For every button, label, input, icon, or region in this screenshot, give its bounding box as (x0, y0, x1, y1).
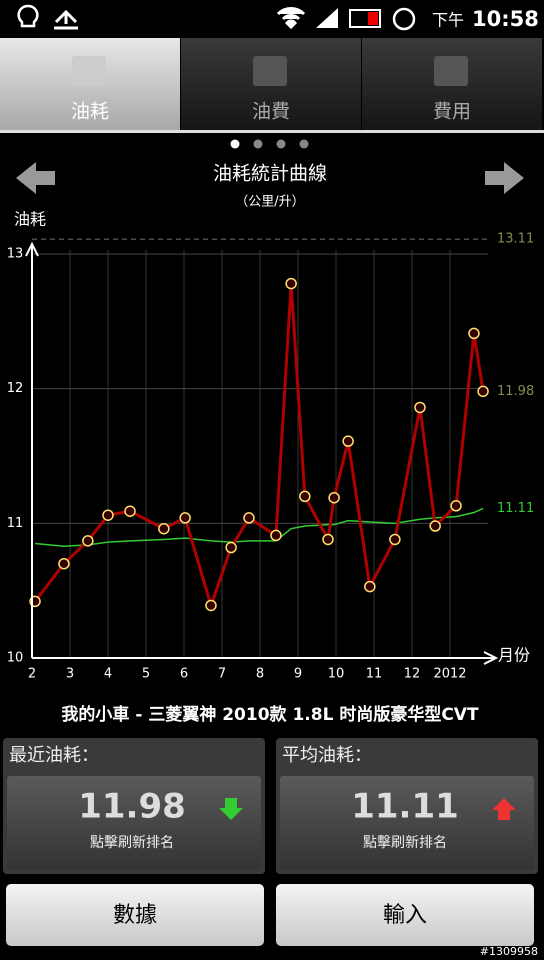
icon-bulb (17, 4, 39, 28)
x-axis-label: 月份 (498, 646, 530, 665)
chart-title: 油耗統計曲線 (213, 163, 327, 185)
icon-battery (349, 9, 381, 28)
dot (253, 139, 263, 149)
prev-arrow[interactable] (16, 162, 55, 194)
tab-label: 油耗 (71, 101, 109, 123)
card-value: 11.98 (78, 787, 186, 827)
cards: 最近油耗： 11.98 點擊刷新排名 平均油耗： 11.11 點擊刷新排名 (3, 738, 538, 874)
x-tick-label: 12 (404, 667, 421, 682)
y-tick-label: 13 (7, 246, 24, 261)
x-tick-label: 11 (366, 667, 383, 682)
card-title: 最近油耗： (9, 745, 99, 766)
y-tick-label: 10 (7, 651, 24, 666)
card-inner (280, 776, 534, 870)
trend-icon (492, 798, 516, 820)
axes (25, 241, 499, 665)
y-axis-label: 油耗 (14, 210, 46, 229)
reference-label: 13.11 (497, 232, 534, 247)
point (270, 529, 282, 542)
x-tick-label: 3 (66, 667, 74, 682)
x-tick-label: 9 (294, 667, 302, 682)
point (468, 327, 480, 340)
status-bg (0, 0, 544, 38)
consumption-line (33, 283, 485, 611)
dot (299, 139, 309, 149)
tab-icon (253, 56, 287, 86)
point (179, 512, 191, 524)
reference-label: 11.98 (497, 384, 534, 399)
button-label: 數據 (113, 903, 157, 928)
x-tick-label: 10 (328, 667, 345, 682)
button-label: 輸入 (383, 903, 427, 928)
point (477, 385, 489, 398)
x-tick-label: 4 (104, 667, 112, 682)
chart-subtitle: （公里/升） (235, 195, 304, 210)
tab-icon (72, 56, 106, 86)
point (243, 512, 255, 524)
point (225, 541, 237, 554)
tab-label: 費用 (433, 101, 471, 123)
card-caption: 點擊刷新排名 (90, 834, 174, 851)
dot (230, 139, 240, 149)
vehicle-name: 我的小車 - 三菱翼神 2010款 1.8L 时尚版豪华型CVT (61, 704, 479, 725)
page-dots (230, 139, 309, 149)
y-tick-label: 12 (7, 381, 24, 396)
button[interactable] (6, 884, 264, 946)
next-arrow[interactable] (485, 162, 524, 194)
x-tick-label: 2012 (433, 667, 466, 682)
point (342, 435, 354, 447)
point (364, 580, 376, 593)
icon-alarm (392, 7, 416, 31)
trend-icon (219, 798, 243, 820)
card-inner (7, 776, 261, 870)
tab-bar: 油耗 油費 費用 (0, 38, 542, 130)
point (158, 522, 170, 535)
icon-upload (54, 9, 78, 30)
icon-wifi (276, 7, 306, 30)
reference-label: 11.11 (497, 501, 534, 516)
tab-divider (0, 130, 544, 133)
point (450, 500, 462, 512)
icon-signal (316, 8, 338, 28)
button[interactable] (276, 884, 534, 946)
point (285, 277, 297, 290)
x-tick-label: 6 (180, 667, 188, 682)
time-prefix: 下午 (432, 11, 464, 30)
point (429, 520, 441, 532)
point (322, 533, 334, 546)
point (328, 491, 340, 504)
point (82, 535, 94, 547)
card-caption: 點擊刷新排名 (363, 834, 447, 851)
point (124, 505, 136, 517)
status-bar: 下午 10:58 (0, 0, 544, 38)
tab-icon (434, 56, 468, 86)
tab-label: 油費 (252, 101, 290, 123)
dot (276, 139, 286, 149)
card-value: 11.11 (351, 787, 459, 827)
point (389, 533, 401, 546)
time: 10:58 (472, 7, 539, 31)
point (58, 557, 70, 570)
x-tick-label: 2 (28, 667, 36, 682)
buttons: 數據 輸入 (6, 884, 534, 946)
plot: 2 3 4 5 6 7 8 9 10 11 12 2012 10 11 12 13 13.11 11.98 11.1… (7, 232, 534, 682)
x-tick-label: 8 (256, 667, 264, 682)
point (414, 401, 426, 414)
average-line (34, 507, 484, 547)
y-tick-label: 11 (7, 516, 24, 531)
x-tick-label: 7 (218, 667, 226, 682)
x-tick-label: 5 (142, 667, 150, 682)
card-title: 平均油耗： (282, 745, 372, 766)
icon-battery-level (368, 12, 378, 25)
point (299, 490, 311, 503)
watermark: #1309958 (480, 945, 538, 958)
point (205, 599, 217, 612)
point (102, 509, 114, 521)
